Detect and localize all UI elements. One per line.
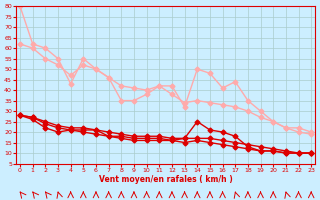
X-axis label: Vent moyen/en rafales ( km/h ): Vent moyen/en rafales ( km/h ) [99, 175, 232, 184]
